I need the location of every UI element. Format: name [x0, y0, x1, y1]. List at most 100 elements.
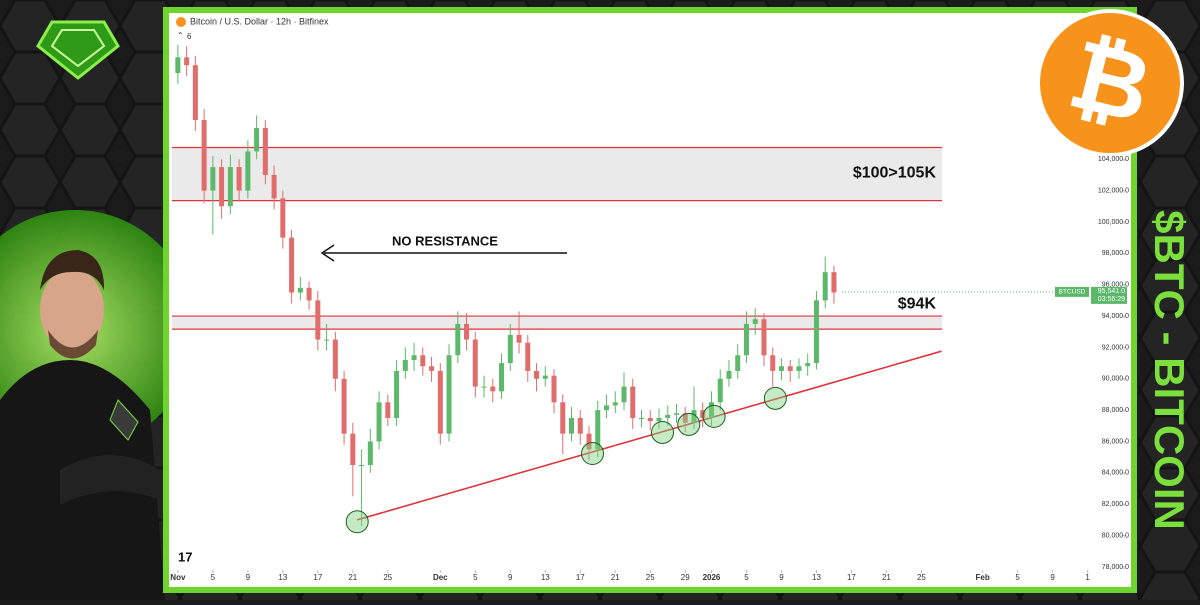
candle-body: [516, 334, 522, 343]
candle-body: [726, 370, 732, 379]
price-tag: [1091, 286, 1127, 304]
candle-body: [262, 127, 268, 175]
bitcoin-logo: ₿: [1036, 9, 1184, 157]
x-tick-label: 5: [744, 573, 749, 582]
y-tick-label: 82,000.0: [1102, 501, 1129, 508]
candle-body: [507, 334, 513, 364]
candle-body: [192, 65, 198, 121]
candle-body: [429, 366, 435, 371]
y-tick-label: 86,000.0: [1102, 438, 1129, 445]
symbol-tag-label: BTCUSD: [1059, 289, 1086, 296]
x-tick-label: 17: [847, 573, 856, 582]
y-tick-label: 100,000.0: [1098, 219, 1129, 226]
candle-body: [621, 386, 627, 403]
touch-point: [581, 442, 605, 466]
candle-body: [236, 167, 242, 191]
candle-body: [813, 300, 819, 364]
countdown: 03:56:29: [1098, 296, 1125, 303]
chart-title: Bitcoin / U.S. Dollar · 12h · Bitfinex: [190, 16, 329, 26]
x-tick-label: 25: [383, 573, 392, 582]
y-tick-label: 88,000.0: [1102, 407, 1129, 414]
candle-body: [708, 402, 714, 418]
x-tick-label: 9: [508, 573, 513, 582]
x-tick-label: 21: [348, 573, 357, 582]
collapse-icon: ⌃: [177, 31, 184, 40]
no-resistance-arrow: [320, 244, 567, 262]
zone: [172, 316, 942, 330]
candle-body: [332, 339, 338, 379]
candle-body: [630, 386, 636, 418]
candle-body: [831, 272, 837, 293]
candle-body: [315, 300, 321, 340]
trendline: [356, 350, 942, 521]
candle-body: [420, 355, 426, 367]
zone-label: $94K: [898, 295, 937, 312]
candle-body: [289, 237, 295, 293]
y-tick-label: 92,000.0: [1102, 344, 1129, 351]
x-tick-label: 13: [812, 573, 821, 582]
candle-body: [385, 402, 391, 418]
candle-body: [647, 417, 653, 422]
touch-point: [763, 386, 787, 410]
candle-body: [569, 417, 575, 434]
candle-body: [201, 120, 207, 191]
candle-body: [743, 323, 749, 356]
candle-body: [822, 272, 828, 301]
candle-body: [639, 417, 645, 419]
candle-body: [184, 57, 190, 66]
candle-body: [271, 174, 277, 199]
candle-body: [700, 410, 706, 418]
y-tick-label: 102,000.0: [1098, 187, 1129, 194]
x-tick-label: 13: [541, 573, 550, 582]
candle-body: [446, 355, 452, 434]
x-tick-label: Dec: [433, 573, 448, 582]
candle-body: [673, 413, 679, 415]
candle-body: [612, 402, 618, 406]
candle-body: [542, 375, 548, 379]
candle-body: [175, 57, 181, 74]
tv-logo: 17: [178, 549, 192, 564]
candle-body: [595, 410, 601, 450]
candle-body: [796, 366, 802, 371]
symbol-tag: [1055, 286, 1089, 297]
y-tick-label: 98,000.0: [1102, 250, 1129, 257]
x-tick-label: 13: [278, 573, 287, 582]
candle-body: [761, 319, 767, 356]
x-tick-label: 21: [611, 573, 620, 582]
x-tick-label: 25: [917, 573, 926, 582]
side-title: $BTC - BITCOIN: [1146, 210, 1193, 530]
annotation: NO RESISTANCE: [392, 233, 498, 248]
y-tick-label: 78,000.0: [1102, 564, 1129, 571]
candle-body: [691, 410, 697, 423]
candle-body: [367, 441, 373, 466]
candle-body: [472, 339, 478, 387]
candle-body: [359, 465, 365, 467]
touch-point: [677, 412, 701, 436]
symbol-icon: [176, 17, 186, 27]
candle-body: [481, 386, 487, 388]
x-tick-label: 9: [779, 573, 784, 582]
candle-body: [245, 151, 251, 191]
y-tick-label: 90,000.0: [1102, 376, 1129, 383]
y-tick-label: 104,000.0: [1098, 156, 1129, 163]
candle-body: [402, 359, 408, 371]
x-tick-label: 29: [681, 573, 690, 582]
touch-point: [345, 510, 369, 534]
touch-point: [650, 420, 674, 444]
x-tick-label: 9: [1050, 573, 1055, 582]
candle-body: [604, 405, 610, 411]
zone: [172, 147, 942, 201]
x-tick-label: 17: [313, 573, 322, 582]
brand-logo: [36, 20, 120, 80]
candle-body: [787, 366, 793, 371]
candle-body: [280, 198, 286, 238]
candle-body: [656, 417, 662, 422]
touch-point: [702, 404, 726, 428]
candle-body: [411, 355, 417, 360]
candle-body: [577, 417, 583, 434]
x-tick-label: 5: [1015, 573, 1020, 582]
x-tick-label: 5: [473, 573, 478, 582]
candle-body: [534, 370, 540, 379]
candle-body: [560, 402, 566, 434]
